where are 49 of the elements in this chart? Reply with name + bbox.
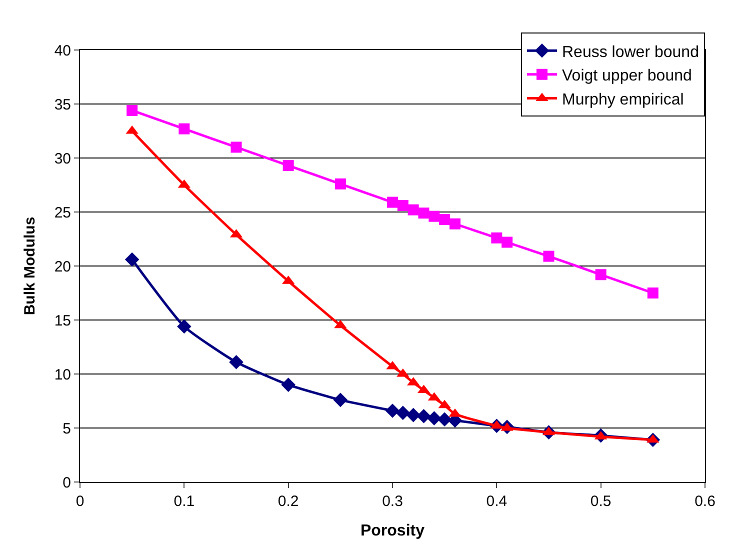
point	[177, 319, 192, 334]
y-tick-label: 20	[54, 258, 71, 276]
point	[387, 196, 398, 208]
x-tick-label: 0.3	[382, 493, 403, 510]
y-tick-label: 10	[54, 366, 71, 384]
point	[126, 104, 138, 116]
point	[396, 406, 410, 420]
x-tick-label: 0.4	[486, 493, 508, 510]
legend-label: Voigt upper bound	[562, 68, 692, 85]
x-tick-label: 0.6	[694, 493, 716, 510]
point	[543, 250, 554, 262]
y-tick-label: 25	[54, 204, 71, 222]
point	[334, 178, 346, 190]
x-tick-label: 0.1	[174, 493, 195, 510]
legend-label: Reuss lower bound	[562, 44, 699, 61]
y-axis-title: Bulk Modulus	[22, 216, 39, 316]
x-tick-label: 0.2	[278, 493, 299, 510]
y-tick-label: 5	[62, 420, 71, 438]
point	[450, 218, 460, 230]
point	[439, 214, 450, 226]
legend-label: Murphy empirical	[562, 91, 684, 108]
point	[397, 200, 408, 212]
point	[418, 208, 430, 219]
point	[178, 123, 190, 134]
point	[427, 411, 442, 426]
point	[282, 160, 294, 172]
y-tick-label: 15	[54, 312, 71, 330]
point	[502, 236, 513, 248]
x-axis-title: Porosity	[360, 522, 425, 540]
point	[124, 252, 140, 267]
point	[647, 288, 658, 298]
point	[416, 408, 431, 424]
point	[230, 142, 242, 153]
point	[595, 269, 606, 280]
point	[428, 210, 440, 222]
point	[333, 392, 348, 408]
x-tick-label: 0	[76, 493, 84, 510]
y-tick-label: 35	[54, 96, 71, 114]
y-tick-label: 0	[62, 474, 71, 492]
y-tick-label: 30	[54, 150, 71, 168]
point	[491, 232, 502, 244]
point	[406, 408, 420, 422]
point	[385, 404, 400, 418]
point	[229, 354, 244, 370]
point	[408, 204, 419, 216]
point	[281, 378, 296, 392]
y-tick-label: 40	[54, 42, 71, 60]
x-tick-label: 0.5	[590, 493, 612, 510]
point	[437, 412, 452, 427]
